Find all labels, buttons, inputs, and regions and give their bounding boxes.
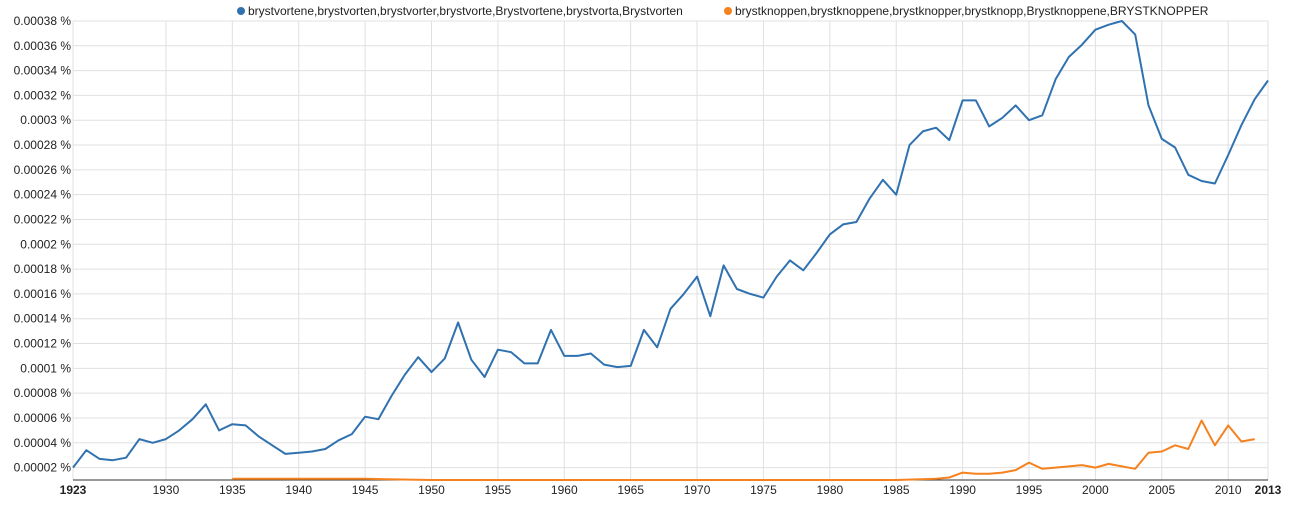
y-tick-label: 0.00028 % [14, 138, 72, 152]
x-tick-label: 2010 [1215, 483, 1242, 497]
legend-dot-series-1 [237, 7, 245, 15]
series-line-1[interactable] [72, 20, 1269, 469]
y-tick-label: 0.0002 % [20, 237, 71, 251]
x-axis-labels: 1923 1930 1935 1940 1945 1950 1955 1960 1965 1970… [60, 483, 1282, 497]
y-tick-label: 0.0003 % [20, 113, 71, 127]
x-tick-label: 1975 [750, 483, 777, 497]
y-tick-label: 0.00032 % [14, 88, 72, 102]
y-tick-label: 0.00038 % [14, 14, 72, 28]
grid-lines [72, 20, 1269, 480]
x-tick-label: 1955 [485, 483, 512, 497]
y-tick-label: 0.00026 % [14, 163, 72, 177]
x-tick-label: 1950 [418, 483, 445, 497]
y-tick-label: 0.0001 % [20, 361, 71, 375]
y-tick-label: 0.00036 % [14, 39, 72, 53]
y-tick-label: 0.00006 % [14, 411, 72, 425]
x-tick-label: 1930 [153, 483, 180, 497]
x-tick-label: 1985 [883, 483, 910, 497]
series-lines [72, 20, 1269, 481]
y-tick-label: 0.00022 % [14, 212, 72, 226]
y-tick-label: 0.00002 % [14, 461, 72, 475]
x-tick-label: 1945 [352, 483, 379, 497]
legend-series-1[interactable]: brystvortene,brystvorten,brystvorter,bry… [237, 2, 683, 20]
y-tick-label: 0.00034 % [14, 64, 72, 78]
y-tick-label: 0.00004 % [14, 436, 72, 450]
legend-series-2[interactable]: brystknoppen,brystknoppene,brystknopper,… [724, 2, 1208, 20]
x-tick-label: 1960 [551, 483, 578, 497]
y-tick-label: 0.00012 % [14, 337, 72, 351]
x-tick-label: 1935 [219, 483, 246, 497]
x-tick-label: 1923 [60, 483, 87, 497]
y-axis-labels: 0.00002 % 0.00004 % 0.00006 % 0.00008 % 0.00… [14, 14, 72, 475]
series-line-2[interactable] [232, 419, 1255, 481]
x-tick-label: 1965 [617, 483, 644, 497]
x-tick-label: 2005 [1148, 483, 1175, 497]
x-tick-label: 1995 [1016, 483, 1043, 497]
x-tick-label: 1940 [285, 483, 312, 497]
legend-label-series-2: brystknoppen,brystknoppene,brystknopper,… [735, 4, 1209, 18]
x-tick-label: 1980 [816, 483, 843, 497]
y-tick-label: 0.00024 % [14, 188, 72, 202]
y-tick-label: 0.00018 % [14, 262, 72, 276]
legend-label-series-1: brystvortene,brystvorten,brystvorter,bry… [248, 4, 683, 18]
x-tick-label: 2013 [1255, 483, 1282, 497]
y-tick-label: 0.00016 % [14, 287, 72, 301]
x-tick-label: 1990 [949, 483, 976, 497]
x-tick-label: 2000 [1082, 483, 1109, 497]
y-tick-label: 0.00014 % [14, 312, 72, 326]
legend-dot-series-2 [724, 7, 732, 15]
x-tick-label: 1970 [684, 483, 711, 497]
y-tick-label: 0.00008 % [14, 386, 72, 400]
